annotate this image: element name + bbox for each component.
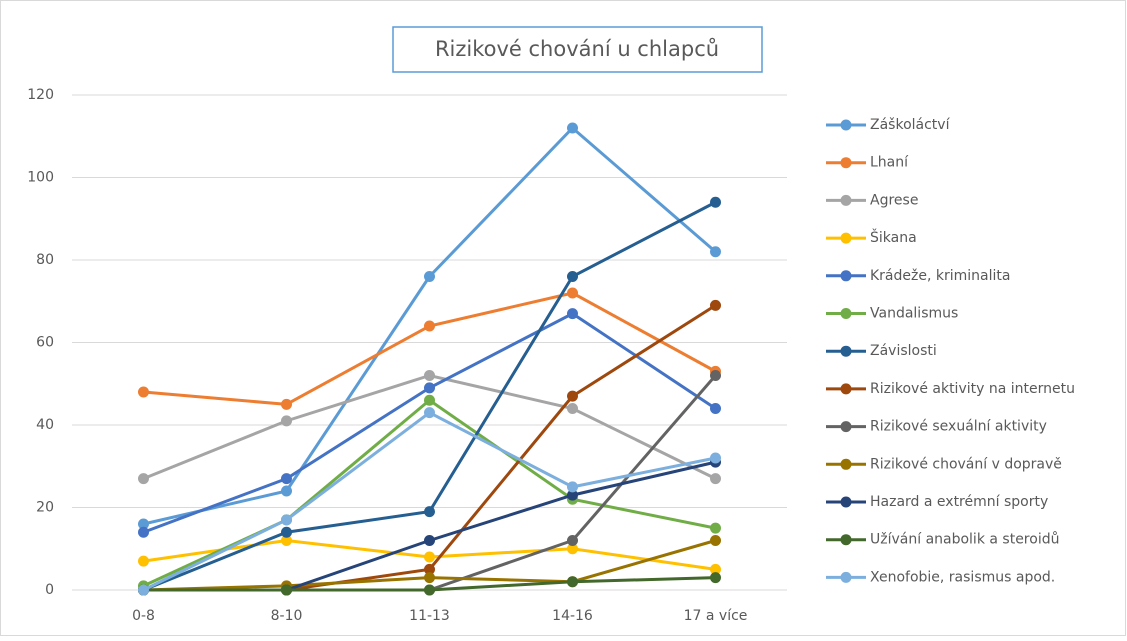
point xyxy=(424,572,435,584)
x-tick-label: 11-13 xyxy=(409,608,450,624)
point xyxy=(424,370,435,381)
point xyxy=(281,535,292,546)
point xyxy=(710,563,721,575)
point xyxy=(567,576,578,588)
point xyxy=(567,287,578,299)
point xyxy=(424,394,435,406)
legend-marker xyxy=(840,119,852,131)
point xyxy=(424,535,435,546)
point xyxy=(424,551,435,563)
point xyxy=(424,407,435,419)
point xyxy=(138,518,149,530)
legend-marker xyxy=(840,157,852,169)
point xyxy=(281,485,292,497)
legend-marker xyxy=(840,458,852,470)
legend-label: Rizikové sexuální aktivity xyxy=(870,419,1047,435)
y-tick-label: 100 xyxy=(27,170,54,186)
point xyxy=(138,526,149,538)
point xyxy=(281,514,292,526)
x-tick-label: 14-16 xyxy=(552,608,593,624)
point xyxy=(424,506,435,518)
point xyxy=(424,584,435,596)
point xyxy=(710,196,721,208)
point xyxy=(281,473,292,485)
legend-marker xyxy=(840,421,852,433)
point xyxy=(138,386,149,398)
legend-label: Vandalismus xyxy=(870,306,958,322)
point xyxy=(710,473,721,485)
point xyxy=(567,122,578,134)
point xyxy=(567,489,578,501)
point xyxy=(567,271,578,282)
legend-marker xyxy=(840,345,852,357)
title-box xyxy=(392,26,763,73)
point xyxy=(281,584,292,596)
legend-label: Lhaní xyxy=(870,155,909,171)
legend-marker xyxy=(840,308,852,319)
point xyxy=(710,572,721,584)
point xyxy=(710,403,721,414)
legend-marker xyxy=(840,270,852,282)
point xyxy=(567,543,578,555)
point xyxy=(710,452,721,464)
legend-label: Užívání anabolik a steroidů xyxy=(870,532,1059,548)
y-tick-label: 0 xyxy=(45,582,54,598)
point xyxy=(138,555,149,567)
legend-marker xyxy=(840,534,852,546)
y-tick-label: 20 xyxy=(36,500,54,516)
y-tick-label: 80 xyxy=(36,252,54,268)
point xyxy=(567,390,578,402)
point xyxy=(567,308,578,320)
legend-marker xyxy=(840,496,852,508)
point xyxy=(424,271,435,282)
point xyxy=(567,403,578,414)
legend-marker xyxy=(840,383,852,395)
point xyxy=(567,535,578,546)
legend-label: Záškoláctví xyxy=(870,117,951,133)
point xyxy=(710,299,721,311)
legend-label: Rizikové chování v dopravě xyxy=(870,456,1062,472)
point xyxy=(710,522,721,534)
legend-label: Hazard a extrémní sporty xyxy=(870,494,1048,510)
point xyxy=(567,481,578,493)
point xyxy=(424,320,435,332)
legend-marker xyxy=(840,232,852,244)
y-tick-label: 60 xyxy=(36,335,54,351)
point xyxy=(424,563,435,575)
point xyxy=(138,584,149,596)
point xyxy=(281,398,292,410)
point xyxy=(281,526,292,538)
legend-marker xyxy=(840,194,852,206)
legend-label: Agrese xyxy=(870,192,918,208)
point xyxy=(281,415,292,427)
legend-label: Rizikové aktivity na internetu xyxy=(870,381,1075,397)
chart-title: Rizikové chování u chlapců xyxy=(435,37,719,61)
x-tick-label: 0-8 xyxy=(132,608,155,624)
point xyxy=(710,246,721,258)
x-tick-label: 17 a více xyxy=(684,608,748,624)
y-tick-label: 40 xyxy=(36,417,54,433)
legend-label: Krádeže, kriminalita xyxy=(870,268,1010,284)
point xyxy=(710,370,721,381)
point xyxy=(424,382,435,394)
point xyxy=(138,473,149,485)
x-tick-label: 8-10 xyxy=(271,608,303,624)
legend-label: Xenofobie, rasismus apod. xyxy=(870,569,1055,585)
y-tick-label: 120 xyxy=(27,87,54,103)
legend-label: Závislosti xyxy=(870,343,937,359)
point xyxy=(710,535,721,546)
legend-marker xyxy=(840,571,852,583)
legend-label: Šikana xyxy=(870,228,917,246)
